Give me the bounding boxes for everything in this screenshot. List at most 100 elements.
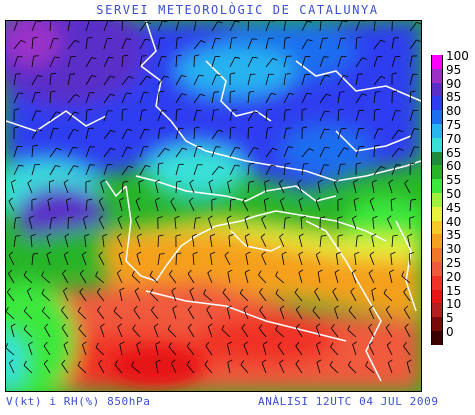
wind-barb (283, 21, 287, 32)
wind-barb (387, 362, 393, 374)
wind-barb-feather (248, 126, 254, 129)
wind-barb (390, 199, 393, 212)
wind-barb-feather (261, 251, 266, 256)
wind-barb (8, 255, 15, 266)
wind-barb (247, 38, 253, 50)
wind-barb-feather (114, 360, 119, 365)
wind-barb-feather (416, 39, 421, 43)
wind-barb (103, 56, 110, 68)
wind-barb (139, 110, 143, 122)
wind-barb-feather (393, 37, 399, 39)
wind-barb (121, 165, 129, 176)
wind-barb-feather (141, 55, 147, 57)
wind-barbs (6, 21, 421, 374)
wind-barb (157, 38, 161, 50)
wind-barb-feather (192, 251, 198, 255)
wind-barb-feather (338, 108, 344, 111)
wind-barb-feather (63, 251, 69, 256)
wind-barb (117, 326, 123, 338)
wind-barb-feather (308, 148, 314, 151)
wind-barb (205, 345, 213, 356)
wind-barb-feather (414, 146, 420, 148)
wind-barb (13, 40, 22, 50)
wind-barb (391, 129, 399, 140)
wind-barb-feather (77, 306, 81, 312)
wind-barb (391, 164, 397, 176)
wind-barb (209, 236, 213, 248)
wind-barb (247, 21, 249, 32)
wind-barb-feather (203, 289, 207, 295)
wind-barb-feather (285, 108, 291, 111)
wind-barb (300, 217, 303, 230)
wind-barb-feather (375, 91, 381, 93)
wind-barb (207, 326, 213, 338)
wind-barb (103, 38, 108, 50)
wind-barb (265, 93, 272, 104)
wind-barb-feather (356, 36, 362, 39)
wind-barb (283, 110, 286, 122)
wind-barb (6, 347, 15, 356)
wind-barb (31, 254, 34, 266)
wind-barb (49, 165, 56, 176)
wind-barb-feather (117, 269, 122, 274)
wind-barb (67, 147, 74, 158)
wind-barb-feather (66, 197, 72, 201)
wind-barb-feather (295, 341, 300, 347)
wind-barb-feather (361, 93, 367, 96)
wind-barb-feather (155, 179, 160, 183)
wind-barb (139, 146, 144, 158)
wind-barb (42, 310, 51, 320)
wind-barb-feather (230, 72, 236, 75)
legend: 100 95 90 85 80 75 70 65 60 55 50 45 40 35 30 25 20 15 10 5… (431, 49, 475, 355)
wind-barb-feather (217, 21, 223, 24)
wind-barb (245, 254, 249, 266)
wind-barb-feather (8, 197, 13, 202)
wind-barb-feather (61, 359, 66, 365)
wind-barb-feather (317, 179, 323, 183)
wind-barb (355, 74, 359, 86)
wind-barb (319, 146, 326, 158)
wind-barb-feather (285, 217, 291, 219)
wind-barb (301, 92, 308, 104)
wind-barb (283, 128, 287, 140)
wind-barb (353, 182, 357, 194)
wind-barb (82, 344, 87, 356)
wind-barb-feather (100, 179, 106, 183)
wind-barb-feather (110, 147, 116, 151)
wind-barb-feather (194, 126, 200, 129)
wind-barb (154, 200, 159, 212)
wind-barb-feather (79, 287, 84, 293)
wind-barb-feather (46, 251, 52, 255)
wind-barb (63, 182, 69, 194)
wind-barb (404, 183, 411, 194)
legend-row: 80 (431, 104, 475, 124)
wind-barb (335, 254, 339, 266)
wind-barb (408, 253, 411, 266)
wind-barb (23, 365, 33, 374)
wind-barb-feather (337, 234, 344, 237)
wind-barb (157, 21, 163, 32)
wind-barb (63, 254, 69, 266)
wind-barb (265, 58, 274, 68)
wind-barb (193, 40, 202, 50)
wind-barb-feather (260, 233, 266, 238)
wind-barb (172, 308, 177, 320)
wind-barb-feather (159, 253, 165, 255)
wind-barb (337, 75, 344, 86)
legend-label: 10 (446, 297, 462, 312)
wind-barb (247, 74, 251, 86)
wind-barb (352, 218, 357, 230)
wind-barb-feather (176, 54, 182, 57)
legend-label: 85 (446, 90, 462, 105)
wind-barb (210, 254, 213, 266)
wind-barb-feather (323, 164, 329, 166)
wind-barb (301, 39, 309, 50)
wind-barb-feather (95, 271, 99, 277)
wind-barb-feather (181, 75, 187, 78)
wind-barb-feather (171, 359, 176, 364)
wind-barb-feather (301, 108, 307, 111)
wind-barb-feather (226, 215, 232, 219)
wind-barb (283, 74, 286, 86)
wind-barb (206, 309, 213, 320)
wind-barb (171, 290, 177, 302)
